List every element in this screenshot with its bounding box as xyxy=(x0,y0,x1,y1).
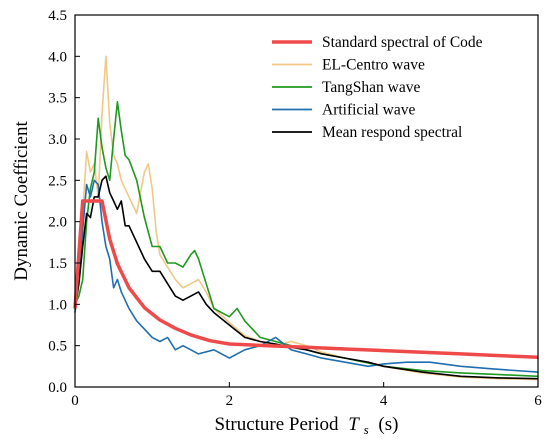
series-line-4 xyxy=(74,175,539,380)
series-lines xyxy=(73,55,539,381)
x-axis-title: Structure Period T s (s) xyxy=(215,414,399,439)
axis-ticks: 0.0 0.5 1.0 1.5 2.0 2.5 3.0 3.5 4.0 4.5 0 2 4 6 xyxy=(48,8,542,409)
series-line-0 xyxy=(73,199,539,359)
y-tick-label: 3.0 xyxy=(48,132,67,148)
legend-label: Artificial wave xyxy=(322,102,416,119)
legend-label: EL-Centro wave xyxy=(322,57,425,74)
y-tick-label: 2.5 xyxy=(48,173,67,189)
x-axis-title-text: Structure Period xyxy=(215,414,340,435)
series-line-2 xyxy=(74,101,539,378)
y-tick-label: 4.0 xyxy=(48,49,67,65)
legend-label: Mean respond spectral xyxy=(322,124,462,141)
y-axis-title: Dynamic Coefficient xyxy=(11,121,32,281)
y-tick-label: 0.0 xyxy=(48,380,67,396)
x-tick-label: 6 xyxy=(534,393,542,409)
y-tick-label: 0.5 xyxy=(48,339,67,355)
x-tick-label: 2 xyxy=(226,393,234,409)
y-tick-label: 1.5 xyxy=(48,256,67,272)
series-line-3 xyxy=(74,179,539,373)
legend-label: TangShan wave xyxy=(322,79,420,96)
x-axis-title-subscript: s xyxy=(364,422,369,437)
x-tick-label: 0 xyxy=(71,393,79,409)
plot-frame xyxy=(74,14,539,388)
legend-label: Standard spectral of Code xyxy=(322,34,483,51)
x-axis-title-unit: (s) xyxy=(378,414,398,435)
y-tick-label: 3.5 xyxy=(48,91,67,107)
y-tick-label: 2.0 xyxy=(48,215,67,231)
y-tick-label: 4.5 xyxy=(48,8,67,24)
x-tick-label: 4 xyxy=(380,393,388,409)
x-axis-title-symbol: T xyxy=(348,414,360,435)
y-tick-label: 1.0 xyxy=(48,297,67,313)
legend: Standard spectral of Code EL-Centro wave T… xyxy=(272,34,483,141)
